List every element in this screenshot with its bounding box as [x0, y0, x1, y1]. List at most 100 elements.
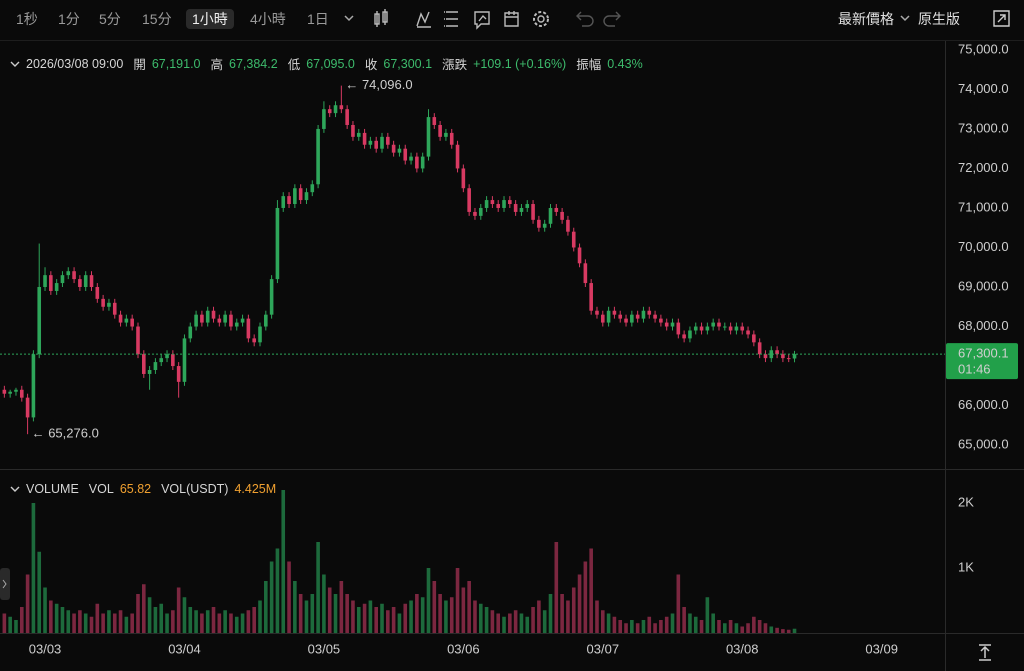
volume-bar	[583, 561, 588, 633]
volume-bar	[141, 584, 146, 633]
calendar-button[interactable]	[504, 11, 519, 27]
candle-body	[740, 326, 745, 331]
volume-bar	[600, 610, 605, 633]
volume-bar	[473, 600, 477, 633]
volume-bar	[746, 623, 750, 633]
volume-bar	[310, 594, 315, 633]
candle-body	[792, 354, 797, 359]
indicator-button[interactable]	[416, 11, 431, 28]
candle-body	[670, 322, 675, 327]
volume-bar	[322, 574, 326, 633]
interval-button[interactable]: 1分	[58, 11, 80, 27]
volume-bar	[107, 610, 111, 633]
volume-bar	[537, 600, 541, 633]
volume-bar	[612, 616, 617, 633]
candle-body	[194, 314, 198, 327]
collapse-icon[interactable]	[10, 484, 20, 494]
volume-bar	[153, 607, 158, 633]
price-type[interactable]: 最新價格	[838, 11, 894, 27]
volume-bar	[682, 607, 686, 633]
volume-bar	[409, 600, 413, 633]
header-label: 低	[287, 58, 301, 72]
interval-button[interactable]: 1秒	[16, 11, 38, 27]
volume-bar	[95, 603, 100, 633]
candle-body	[8, 391, 12, 394]
fullscreen-button[interactable]	[993, 10, 1010, 27]
interval-button[interactable]: 15分	[142, 11, 172, 27]
candle-body	[66, 271, 71, 276]
candle-body	[141, 354, 146, 374]
volume-bar	[502, 616, 506, 633]
candle-body	[426, 117, 431, 157]
candle-body	[269, 279, 274, 315]
volume-bar	[60, 607, 65, 633]
settings-button[interactable]	[533, 11, 549, 27]
chart-style[interactable]: 原生版	[918, 11, 960, 27]
volume-bar	[781, 629, 785, 633]
price-annotation: ← 74,096.0	[345, 77, 412, 92]
volume-bar	[757, 620, 762, 633]
interval-dropdown[interactable]	[344, 15, 354, 22]
header-label: 收	[364, 58, 378, 72]
volume-bar	[676, 574, 681, 633]
header-value: +109.1 (+0.16%)	[473, 56, 567, 71]
candle-body	[554, 207, 559, 212]
candle-body	[345, 109, 349, 125]
chart-type-button[interactable]	[374, 9, 388, 27]
price-type-dropdown[interactable]	[900, 15, 910, 22]
y-tick-label: 74,000.0	[958, 81, 1009, 96]
candle-body	[508, 200, 512, 205]
volume-bar	[577, 574, 582, 633]
volume-bar	[356, 607, 361, 633]
volume-bar	[438, 594, 442, 633]
header-label: VOL	[88, 482, 114, 496]
collapse-icon[interactable]	[10, 59, 20, 69]
undo-button[interactable]	[576, 11, 594, 27]
volume-bar	[118, 610, 123, 633]
candle-body	[19, 389, 24, 398]
header-label: 振幅	[576, 58, 602, 72]
volume-bar	[246, 610, 251, 633]
volume-bar	[327, 587, 332, 633]
volume-bar	[176, 587, 181, 633]
scroll-to-latest-icon[interactable]	[979, 644, 991, 661]
drawing-button[interactable]	[474, 11, 490, 30]
candle-body	[409, 156, 413, 161]
candle-body	[136, 326, 140, 355]
volume-bar	[182, 597, 187, 633]
volume-bar	[31, 503, 36, 633]
volume-bar	[432, 581, 437, 633]
volume-bar	[519, 613, 524, 633]
layout-button[interactable]	[444, 11, 458, 27]
header-value: 67,191.0	[151, 56, 201, 71]
header-label: 漲跌	[442, 58, 468, 72]
candle-body	[362, 132, 367, 145]
candle-body	[386, 136, 390, 145]
volume-bar	[478, 603, 483, 633]
ohlc-header: 2026/03/08 09:00 開 67,191.0 高 67,384.2 低 67,0…	[10, 54, 647, 73]
candle-body	[705, 326, 710, 331]
interval-button[interactable]: 4小時	[250, 11, 286, 27]
volume-bar	[426, 568, 431, 633]
candle-body	[635, 314, 640, 319]
candle-body	[618, 314, 623, 319]
interval-button[interactable]: 1小時	[186, 9, 234, 29]
candle-body	[676, 322, 681, 335]
volume-bar	[188, 607, 193, 633]
side-toggle[interactable]	[0, 568, 10, 600]
interval-button[interactable]: 1日	[307, 11, 329, 27]
volume-bar	[194, 610, 198, 633]
x-tick-label: 03/05	[308, 641, 341, 656]
candle-body	[734, 326, 739, 331]
volume-bar	[252, 607, 256, 633]
y-tick-label: 69,000.0	[958, 278, 1009, 293]
volume-bar	[467, 581, 471, 633]
redo-button[interactable]	[603, 11, 621, 27]
volume-bar	[595, 600, 599, 633]
interval-button[interactable]: 5分	[99, 11, 121, 27]
candle-body	[200, 314, 204, 323]
volume-bar	[775, 627, 779, 633]
y-tick-label: 68,000.0	[958, 318, 1009, 333]
volume-title: VOLUME	[26, 482, 79, 496]
